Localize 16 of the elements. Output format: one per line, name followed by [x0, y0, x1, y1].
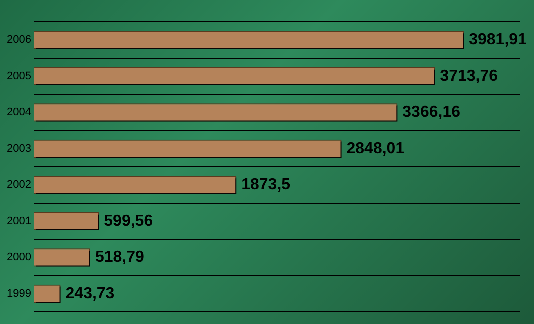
data-label: 3981,91: [469, 32, 528, 49]
y-tick-label: 2002: [6, 179, 32, 192]
y-tick-label: 2006: [6, 34, 32, 46]
data-label: 518,79: [95, 249, 144, 266]
y-tick-label: 1999: [6, 288, 32, 300]
y-tick-label: 2004: [6, 106, 32, 119]
data-label: 2848,01: [346, 140, 405, 158]
data-label: 599,56: [104, 212, 154, 230]
y-tick-label: 2001: [6, 215, 32, 228]
data-label: 3713,76: [440, 68, 498, 85]
data-label: 1873,5: [242, 176, 291, 194]
y-tick-label: 2003: [6, 142, 32, 155]
y-tick-label: 2000: [6, 252, 32, 264]
data-label: 3366,16: [402, 104, 461, 122]
y-tick-label: 2005: [6, 70, 32, 82]
data-label: 243,73: [66, 285, 115, 302]
